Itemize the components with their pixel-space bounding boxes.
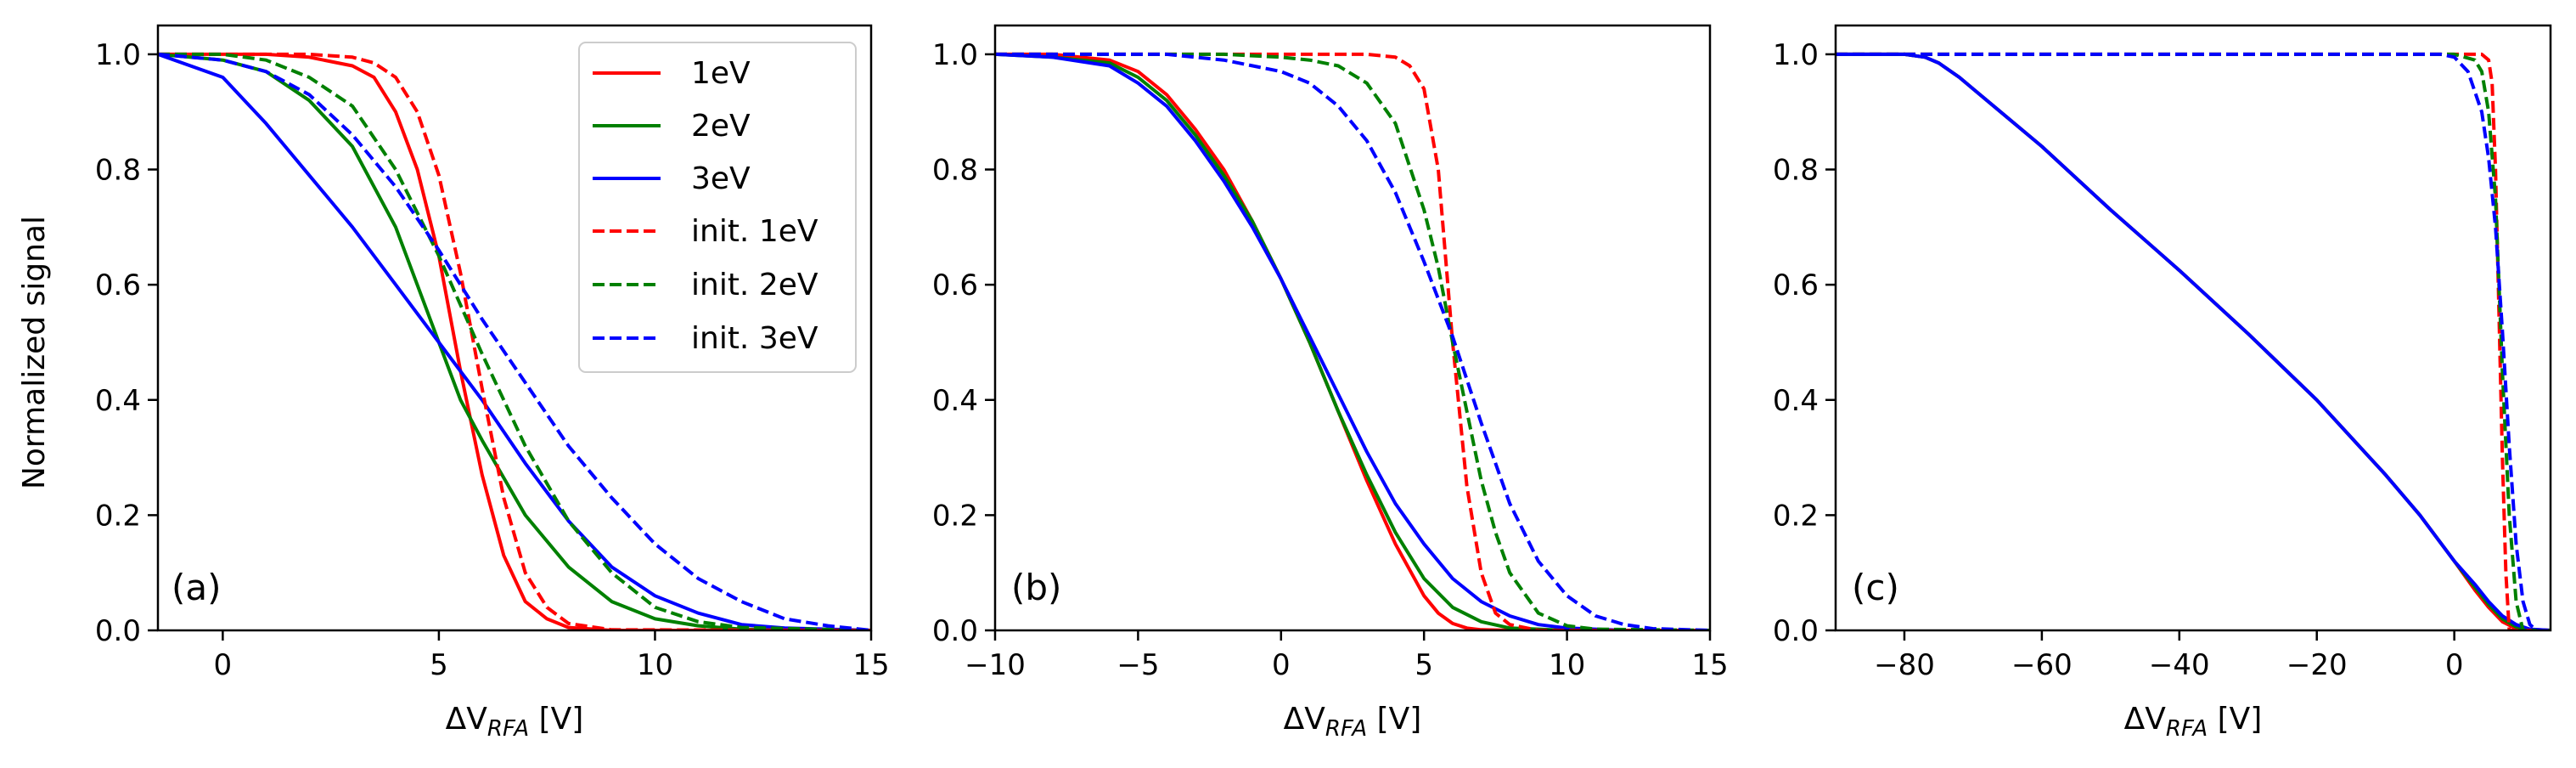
y-tick-label: 0.2 bbox=[1773, 499, 1819, 533]
x-tick-label: 15 bbox=[1691, 648, 1728, 682]
y-tick-label: 0.6 bbox=[932, 268, 978, 302]
x-tick-label: 10 bbox=[1549, 648, 1585, 682]
legend-item-2ev: 2eV bbox=[593, 109, 751, 144]
legend-item-3ev: 3eV bbox=[593, 161, 751, 196]
x-tick-label: −80 bbox=[1874, 648, 1935, 682]
x-tick-label: 5 bbox=[430, 648, 448, 682]
legend-label: init. 2eV bbox=[691, 268, 818, 302]
x-tick-label: −10 bbox=[965, 648, 1026, 682]
legend-item-init-2ev: init. 2eV bbox=[593, 268, 818, 302]
legend-label: 1eV bbox=[691, 56, 751, 91]
x-tick-label: −60 bbox=[2011, 648, 2073, 682]
axes-frame bbox=[156, 24, 873, 632]
legend-label: 2eV bbox=[691, 109, 751, 144]
series-line-2ev bbox=[158, 52, 871, 630]
x-tick-label: 0 bbox=[1272, 648, 1291, 682]
x-tick-label: 10 bbox=[637, 648, 673, 682]
y-tick-label: 0.2 bbox=[95, 499, 141, 533]
series-line-2ev bbox=[995, 52, 1710, 630]
x-tick-label: −5 bbox=[1116, 648, 1159, 682]
panel-tag: (c) bbox=[1852, 567, 1899, 608]
y-tick-label: 0.8 bbox=[1773, 154, 1819, 188]
panel-c: (c) −80 −60 −40 −20 0 0.0 0.2 0.4 0.6 0.8 1.0 ΔVRFA… bbox=[1773, 24, 2552, 742]
panel-tag: (b) bbox=[1011, 567, 1061, 608]
series-line-init-3ev bbox=[1836, 52, 2551, 630]
y-tick-label: 0.2 bbox=[932, 499, 978, 533]
series-line-init-1ev bbox=[158, 52, 871, 630]
y-tick-label: 1.0 bbox=[932, 38, 978, 72]
x-axis-label: ΔVRFA [V] bbox=[2124, 702, 2263, 742]
y-tick-label: 0.4 bbox=[1773, 384, 1819, 418]
panel-b: (b) −10 −5 0 5 10 15 0.0 0.2 0.4 0.6 0.8 1.0 ΔVRFA [… bbox=[932, 24, 1729, 742]
legend-label: init. 3eV bbox=[691, 321, 818, 356]
x-axis-label: ΔVRFA [V] bbox=[1284, 702, 1422, 742]
y-tick-label: 0.4 bbox=[95, 384, 141, 418]
legend-item-init-3ev: init. 3eV bbox=[593, 321, 818, 356]
legend-item-1ev: 1eV bbox=[593, 56, 751, 91]
series-line-init-2ev bbox=[158, 52, 871, 630]
y-tick-label: 0.8 bbox=[932, 154, 978, 188]
series-line-3ev bbox=[1836, 52, 2551, 630]
series-line-init-3ev bbox=[158, 52, 871, 630]
y-tick-label: 1.0 bbox=[95, 38, 141, 72]
series-line-3ev bbox=[995, 52, 1710, 630]
series-line-init-2ev bbox=[1836, 52, 2551, 630]
x-axis-label: ΔVRFA [V] bbox=[446, 702, 584, 742]
y-tick-label: 0.8 bbox=[95, 154, 141, 188]
legend: 1eV 2eV 3eV init. 1eV init. 2eV init. 3e… bbox=[578, 42, 857, 373]
axes-frame bbox=[1834, 24, 2552, 632]
x-tick-label: 5 bbox=[1415, 648, 1433, 682]
legend-label: init. 1eV bbox=[691, 214, 818, 249]
panel-a: Normalized signal (a) 0 5 10 15 0.0 0.2 0.4 0.6… bbox=[17, 24, 890, 742]
x-tick-label: −40 bbox=[2149, 648, 2210, 682]
x-tick-label: 15 bbox=[852, 648, 889, 682]
panel-tag: (a) bbox=[172, 567, 222, 608]
y-tick-label: 0.0 bbox=[95, 614, 141, 648]
x-tick-label: 0 bbox=[2445, 648, 2464, 682]
series-line-1ev bbox=[995, 52, 1710, 630]
series-line-init-2ev bbox=[995, 52, 1710, 630]
axes-frame bbox=[993, 24, 1712, 632]
series-line-init-3ev bbox=[995, 52, 1710, 630]
x-tick-label: 0 bbox=[214, 648, 233, 682]
series-line-3ev bbox=[158, 53, 871, 630]
y-tick-label: 1.0 bbox=[1773, 38, 1819, 72]
y-tick-label: 0.0 bbox=[932, 614, 978, 648]
y-axis-label: Normalized signal bbox=[17, 216, 52, 489]
series-line-1ev bbox=[158, 52, 871, 630]
y-tick-label: 0.0 bbox=[1773, 614, 1819, 648]
x-tick-label: −20 bbox=[2286, 648, 2348, 682]
y-tick-label: 0.4 bbox=[932, 384, 978, 418]
series-line-init-1ev bbox=[995, 52, 1710, 630]
y-tick-label: 0.6 bbox=[1773, 268, 1819, 302]
legend-label: 3eV bbox=[691, 161, 751, 196]
y-tick-label: 0.6 bbox=[95, 268, 141, 302]
series-line-init-1ev bbox=[1836, 52, 2551, 630]
legend-item-init-1ev: init. 1eV bbox=[593, 214, 818, 249]
